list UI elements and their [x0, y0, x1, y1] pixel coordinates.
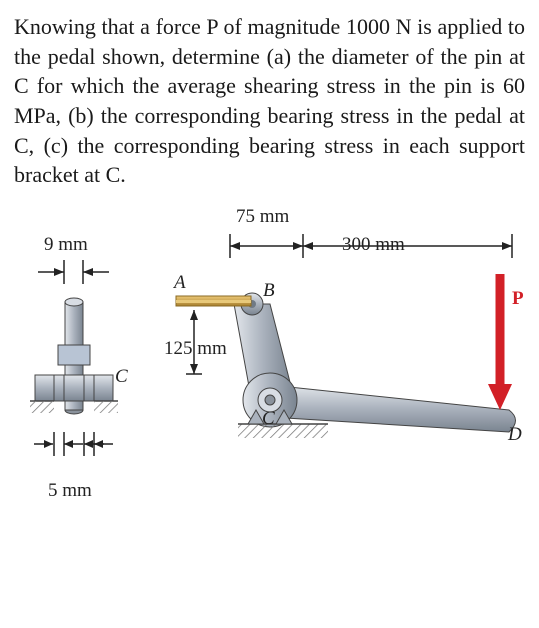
dim-300mm: 300 mm: [342, 234, 405, 256]
label-A: A: [174, 272, 186, 294]
dim-125mm: 125 mm: [164, 338, 227, 360]
dim-5mm: 5 mm: [48, 480, 92, 502]
problem-text-content: Knowing that a force P of magnitude 1000…: [14, 14, 525, 187]
dim-9mm: 9 mm: [44, 234, 88, 256]
problem-statement: Knowing that a force P of magnitude 1000…: [14, 12, 525, 190]
label-B: B: [263, 280, 275, 302]
label-C-pin: C: [115, 366, 128, 388]
label-D: D: [508, 424, 522, 446]
figure: 75 mm: [14, 210, 524, 590]
label-C-lever: C: [262, 408, 275, 430]
label-P: P: [512, 288, 524, 310]
